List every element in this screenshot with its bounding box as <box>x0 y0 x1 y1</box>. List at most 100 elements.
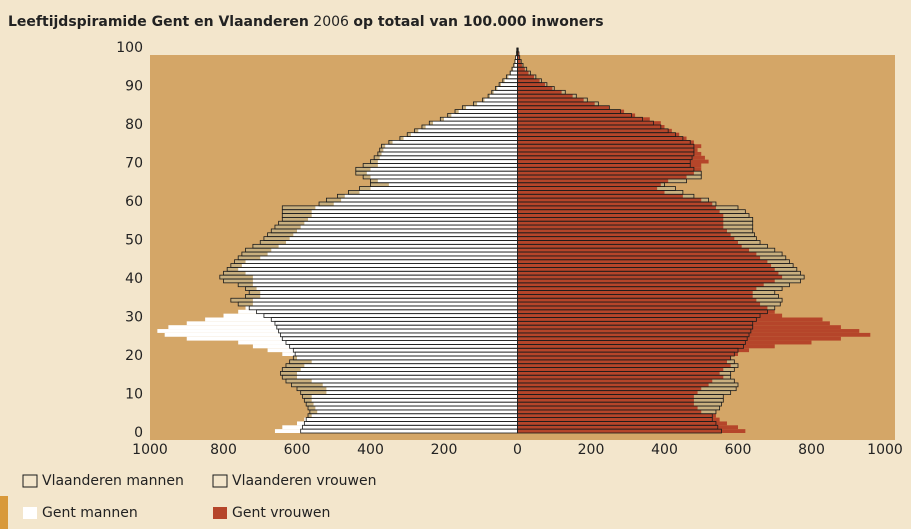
bar <box>517 271 779 276</box>
bar <box>311 398 518 403</box>
y-tick-label: 40 <box>125 271 143 287</box>
bar <box>517 421 727 426</box>
bar <box>517 213 724 218</box>
bar <box>517 140 694 145</box>
bar <box>377 178 518 183</box>
bar <box>297 421 518 426</box>
bar <box>517 286 757 291</box>
bar <box>517 232 731 237</box>
bar <box>418 128 518 133</box>
bar <box>517 344 775 349</box>
bar <box>517 167 702 172</box>
bar <box>517 336 841 341</box>
bar <box>311 413 518 418</box>
bar <box>517 294 753 299</box>
corner-tab <box>0 496 8 529</box>
bar <box>517 190 665 195</box>
bar <box>164 332 518 337</box>
bar <box>517 63 522 68</box>
bar <box>256 286 518 291</box>
bar <box>517 55 520 60</box>
y-tick-label: 10 <box>125 387 143 403</box>
bar <box>517 340 812 345</box>
legend-label: Vlaanderen mannen <box>42 473 184 489</box>
bar <box>517 182 661 187</box>
x-tick-label: 1000 <box>867 442 903 458</box>
bar <box>304 221 518 226</box>
bar <box>517 275 783 279</box>
bar <box>311 209 518 214</box>
bar <box>326 386 518 391</box>
bar <box>517 398 694 403</box>
bar <box>293 232 518 237</box>
y-tick-label: 50 <box>125 233 143 249</box>
y-tick-label: 60 <box>125 194 143 210</box>
bar <box>517 202 713 206</box>
bar <box>517 125 665 129</box>
legend-label: Vlaanderen vrouwen <box>232 473 377 489</box>
bar <box>517 109 625 114</box>
bar-outline <box>517 47 519 53</box>
bar <box>517 298 757 303</box>
bar <box>517 382 709 387</box>
chart-title: Leeftijdspiramide Gent en Vlaanderen 200… <box>8 14 604 30</box>
bar <box>517 332 871 337</box>
bar <box>238 267 518 272</box>
y-tick-label: 90 <box>125 79 143 95</box>
bar <box>517 352 738 356</box>
bar <box>516 55 518 60</box>
bar <box>517 259 768 264</box>
bar <box>517 78 540 83</box>
x-tick-label: 600 <box>725 442 752 458</box>
bar <box>333 202 518 206</box>
bar <box>517 71 529 75</box>
bar <box>517 171 694 176</box>
bar <box>517 121 661 125</box>
legend-swatch <box>212 474 228 488</box>
bar <box>517 155 705 160</box>
bar <box>517 128 672 133</box>
bar <box>517 263 772 268</box>
bar <box>517 325 841 330</box>
bar <box>517 359 727 364</box>
bar <box>517 178 669 183</box>
bar <box>241 263 518 268</box>
bar <box>274 429 518 433</box>
bar <box>282 352 518 356</box>
bar <box>510 71 518 75</box>
bar <box>410 132 518 137</box>
x-tick-label: 200 <box>431 442 458 458</box>
x-tick-label: 1000 <box>132 442 168 458</box>
bar <box>458 109 518 114</box>
bar <box>186 321 518 326</box>
legend-label: Gent mannen <box>42 505 138 521</box>
bar <box>359 190 518 195</box>
bar <box>517 198 702 202</box>
bar <box>517 302 761 306</box>
bar <box>517 67 525 72</box>
bar <box>517 279 775 283</box>
bar <box>260 294 518 299</box>
bar <box>517 402 694 407</box>
bar <box>317 409 518 414</box>
bar <box>477 101 518 106</box>
bar <box>315 205 518 210</box>
bar <box>517 429 746 433</box>
bar <box>313 402 518 407</box>
bar <box>517 186 658 191</box>
title-part: 2006 <box>313 14 349 30</box>
bar <box>517 321 830 326</box>
bar <box>245 305 518 310</box>
bar <box>517 217 724 222</box>
x-tick-label: 600 <box>284 442 311 458</box>
bar <box>432 121 518 125</box>
bar <box>304 363 518 368</box>
bar <box>297 371 518 376</box>
bar <box>238 309 518 314</box>
bar <box>517 356 731 360</box>
bar <box>517 105 610 110</box>
bar <box>493 90 518 95</box>
bar <box>517 151 702 156</box>
bar <box>517 329 860 333</box>
